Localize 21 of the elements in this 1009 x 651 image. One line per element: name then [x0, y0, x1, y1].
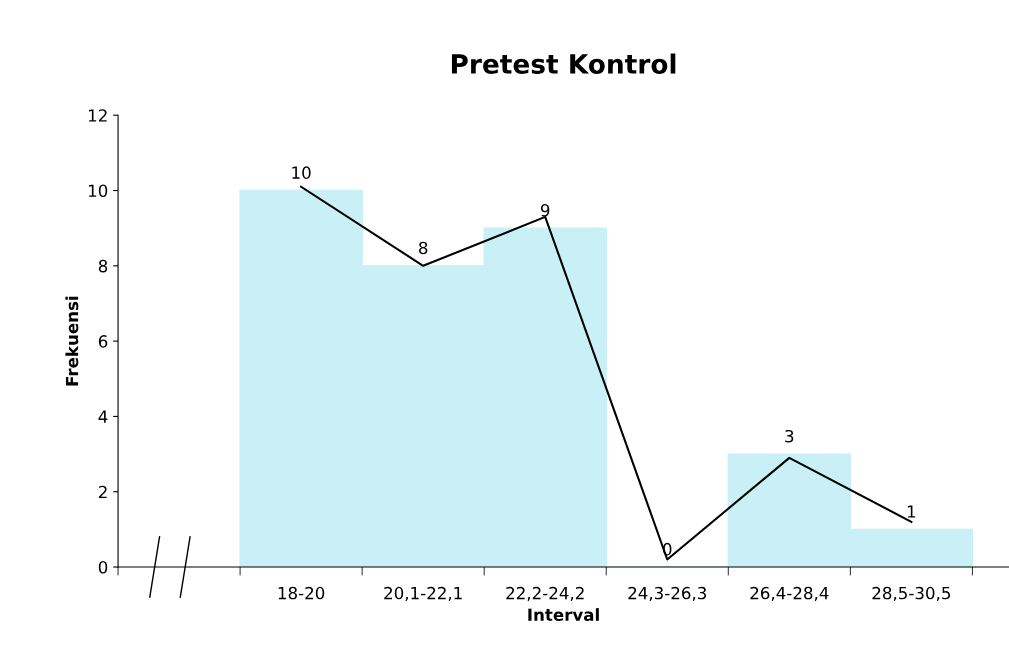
data-label: 9	[540, 204, 550, 217]
y-tick-label: 2	[98, 485, 107, 499]
x-axis-title: Interval	[528, 608, 599, 622]
y-tick-label: 4	[98, 410, 108, 423]
data-label: 8	[419, 241, 428, 255]
y-tick-label: 6	[98, 335, 108, 348]
x-tick-label: 18-20	[278, 586, 325, 600]
y-tick-label: 12	[88, 109, 107, 122]
x-tick-label: 26,4-28,4	[750, 586, 829, 602]
x-tick-label: 22,2-24,2	[506, 586, 584, 602]
chart-title: Pretest Kontrol	[451, 53, 676, 74]
x-tick-label: 20,1-22,1	[384, 586, 462, 602]
data-label: 3	[785, 429, 794, 443]
x-tick-label: 28,5-30,5	[872, 586, 951, 602]
y-tick-label: 0	[98, 560, 108, 574]
y-tick-label: 10	[88, 184, 108, 198]
y-tick-label: 8	[98, 259, 108, 273]
data-label: 10	[292, 166, 311, 179]
y-axis-title: Frekuensi	[65, 296, 79, 386]
data-label: 1	[907, 505, 916, 518]
x-tick-label: 24,3-26,3	[628, 586, 707, 602]
